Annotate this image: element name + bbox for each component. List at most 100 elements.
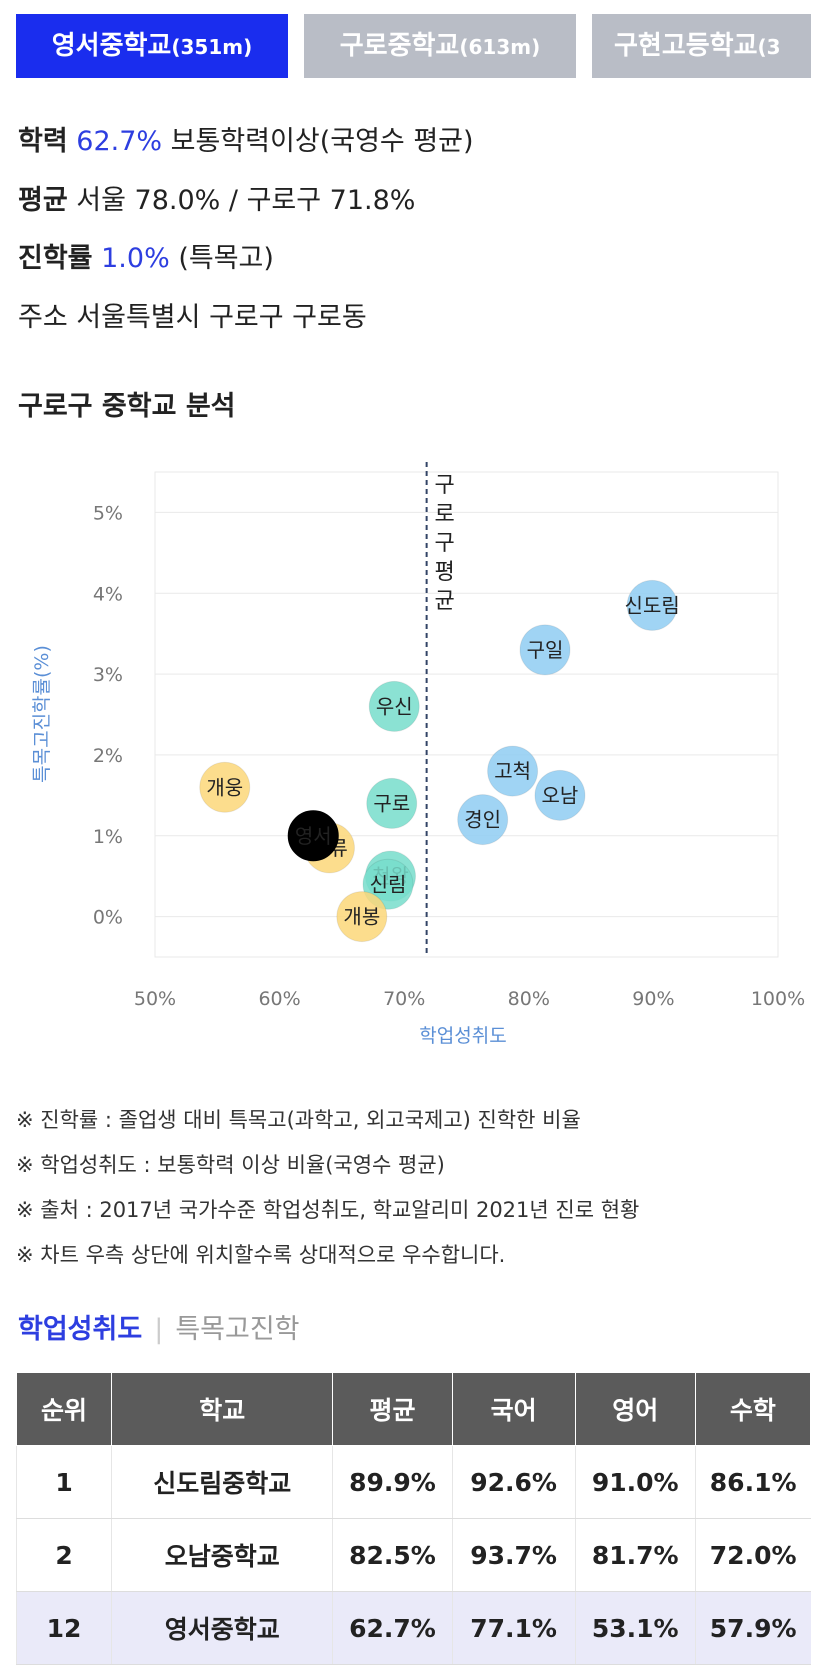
- cell-math: 86.1%: [694, 1445, 811, 1519]
- tab-label: 영서중학교: [51, 31, 172, 61]
- cell-korean: 93.7%: [451, 1518, 576, 1592]
- x-ticks: 50% 60% 70% 80% 90% 100%: [134, 988, 805, 1010]
- data-point-marker: [626, 579, 678, 631]
- cell-school: 영서중학교: [111, 1591, 333, 1665]
- address-key: 주소: [18, 302, 68, 333]
- plot-frame: [154, 471, 779, 958]
- x-tick-label: 90%: [632, 988, 674, 1010]
- chart-points: 신도림구일고척오남경인우신구로천왕신림개웅세류개봉영서: [199, 579, 680, 943]
- cell-average: 62.7%: [332, 1591, 453, 1665]
- data-point-marker: [199, 761, 251, 813]
- tab-guro-middle[interactable]: 구로중학교(613m): [304, 14, 576, 78]
- note-interpretation: ※ 차트 우측 상단에 위치할수록 상대적으로 우수합니다.: [16, 1243, 506, 1267]
- tab-distance: (351m): [171, 35, 253, 59]
- advance-rate-desc: (특목고): [178, 243, 274, 274]
- advance-rate-line: 진학률 1.0% (특목고): [18, 241, 274, 277]
- data-point-marker: [457, 794, 509, 846]
- header-average: 평균: [332, 1372, 453, 1446]
- data-point: 구로: [366, 777, 418, 829]
- data-point-marker: [368, 680, 420, 732]
- header-korean: 국어: [451, 1372, 576, 1446]
- header-school: 학교: [111, 1372, 334, 1446]
- data-point-label: 우신: [376, 694, 413, 718]
- header-english: 영어: [574, 1372, 696, 1446]
- data-point-label: 구로: [373, 791, 410, 815]
- cell-average: 82.5%: [332, 1518, 453, 1592]
- subtab-achievement[interactable]: 학업성취도: [18, 1314, 143, 1345]
- header-math: 수학: [694, 1372, 812, 1446]
- data-point-label: 신도림: [625, 593, 680, 617]
- tab-label: 구현고등학교: [614, 31, 758, 61]
- school-tabs: 영서중학교(351m) 구로중학교(613m) 구현고등학교(3: [16, 14, 811, 78]
- cell-rank: 2: [15, 1518, 112, 1592]
- table-header-row: 순위 학교 평균 국어 영어 수학: [15, 1372, 812, 1446]
- data-point: 고척: [487, 745, 539, 797]
- data-point: 개봉: [336, 891, 388, 943]
- y-tick-label: 3%: [93, 664, 123, 686]
- x-axis-label: 학업성취도: [419, 1025, 506, 1047]
- cell-english: 81.7%: [574, 1518, 696, 1592]
- cell-korean: 77.1%: [451, 1591, 576, 1665]
- data-point-label: 경인: [464, 808, 501, 832]
- header-rank: 순위: [15, 1372, 113, 1446]
- data-point-marker: [534, 769, 586, 821]
- y-axis-label: 특목고진학률(%): [31, 645, 53, 783]
- cell-english: 91.0%: [574, 1445, 696, 1519]
- achievement-value: 62.7%: [76, 126, 163, 157]
- y-tick-label: 2%: [93, 745, 123, 767]
- tab-guhyeon-high[interactable]: 구현고등학교(3: [592, 14, 811, 78]
- cell-rank: 12: [15, 1591, 112, 1665]
- data-point: 경인: [457, 794, 509, 846]
- data-point-label: 오남: [542, 783, 579, 807]
- data-point-label: 영서: [295, 824, 332, 848]
- note-advance-rate: ※ 진학률 : 졸업생 대비 특목고(과학고, 외고국제고) 진학한 비율: [16, 1108, 581, 1132]
- y-tick-label: 0%: [93, 907, 123, 929]
- x-tick-label: 100%: [751, 988, 805, 1010]
- cell-rank: 1: [15, 1445, 112, 1519]
- cell-school: 오남중학교: [111, 1518, 333, 1592]
- x-tick-label: 50%: [134, 988, 176, 1010]
- achievement-line: 학력 62.7% 보통학력이상(국영수 평균): [18, 124, 474, 160]
- data-point: 우신: [368, 680, 420, 732]
- cell-average: 89.9%: [332, 1445, 453, 1519]
- y-tick-label: 4%: [93, 583, 123, 605]
- data-point-label: 고척: [494, 759, 531, 783]
- cell-school: 신도림중학교: [111, 1445, 333, 1519]
- average-key: 평균: [18, 185, 68, 216]
- data-point: 오남: [534, 769, 586, 821]
- y-tick-label: 1%: [93, 826, 123, 848]
- table-row: 1 신도림중학교 89.9% 92.6% 91.0% 86.1%: [15, 1445, 811, 1519]
- address-line: 주소 서울특별시 구로구 구로동: [18, 300, 367, 336]
- advance-rate-key: 진학률: [18, 243, 93, 274]
- y-ticks: 0% 1% 2% 3% 4% 5%: [93, 502, 123, 928]
- data-point-marker: [519, 624, 571, 676]
- data-point-label: 신림: [370, 872, 407, 896]
- cell-korean: 92.6%: [451, 1445, 576, 1519]
- subtab-special-school[interactable]: 특목고진학: [175, 1314, 300, 1345]
- note-achievement: ※ 학업성취도 : 보통학력 이상 비율(국영수 평균): [16, 1153, 445, 1177]
- advance-rate-value: 1.0%: [101, 243, 170, 274]
- table-row: 2 오남중학교 82.5% 93.7% 81.7% 72.0%: [15, 1518, 811, 1592]
- cell-math: 72.0%: [694, 1518, 811, 1592]
- achievement-desc: 보통학력이상(국영수 평균): [170, 126, 474, 157]
- cell-math: 57.9%: [694, 1591, 811, 1665]
- data-point: 구일: [519, 624, 571, 676]
- data-point: 영서: [287, 810, 339, 862]
- data-point-marker: [366, 777, 418, 829]
- data-point-label: 개봉: [343, 905, 380, 929]
- tab-distance: (613m): [459, 35, 541, 59]
- x-tick-label: 70%: [383, 988, 425, 1010]
- cell-english: 53.1%: [574, 1591, 696, 1665]
- average-line: 평균 서울 78.0% / 구로구 71.8%: [18, 183, 415, 219]
- x-tick-label: 60%: [258, 988, 300, 1010]
- subtab-divider: |: [154, 1314, 164, 1345]
- table-row-current-school: 12 영서중학교 62.7% 77.1% 53.1% 57.9%: [15, 1591, 811, 1665]
- data-point-label: 개웅: [206, 775, 243, 799]
- tab-yeongseo-middle[interactable]: 영서중학교(351m): [16, 14, 288, 78]
- address-value: 서울특별시 구로구 구로동: [76, 302, 367, 333]
- chart-grid: [154, 471, 779, 958]
- chart-notes: ※ 진학률 : 졸업생 대비 특목고(과학고, 외고국제고) 진학한 비율 ※ …: [16, 1098, 639, 1278]
- section-title: 구로구 중학교 분석: [18, 391, 236, 422]
